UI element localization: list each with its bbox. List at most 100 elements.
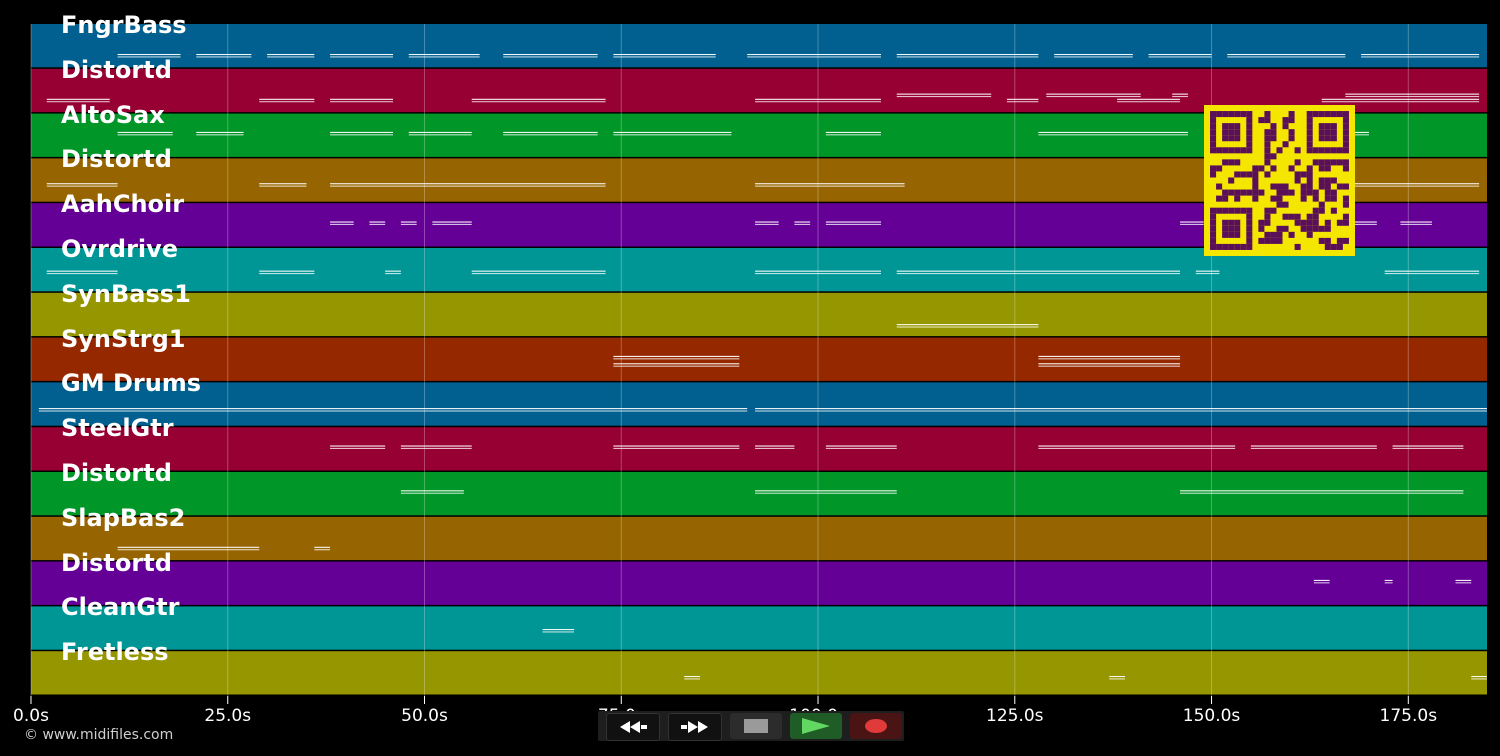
note-event xyxy=(1038,363,1181,365)
note-event xyxy=(825,445,897,447)
note-event xyxy=(1455,582,1472,584)
tick-label: 150.0s xyxy=(1182,706,1241,726)
note-event xyxy=(1321,98,1480,100)
note-event xyxy=(1038,447,1181,449)
note-event xyxy=(613,363,740,365)
note-event xyxy=(1400,221,1432,223)
track-label: SynStrg1 xyxy=(61,324,186,353)
note-event xyxy=(432,221,472,223)
note-event xyxy=(46,183,118,185)
note-event xyxy=(330,221,354,223)
note-event xyxy=(684,678,700,680)
note-event xyxy=(613,447,740,449)
note-event xyxy=(267,56,315,58)
note-event xyxy=(330,185,606,187)
play-button[interactable] xyxy=(790,713,842,739)
note-event xyxy=(1180,221,1204,223)
note-event xyxy=(1109,678,1125,680)
note-event xyxy=(46,101,110,103)
note-event xyxy=(330,447,386,449)
note-event xyxy=(471,273,606,275)
note-event xyxy=(259,273,315,275)
note-event xyxy=(46,273,118,275)
note-event xyxy=(825,447,897,449)
note-event xyxy=(896,53,1039,56)
note-event xyxy=(1148,53,1212,56)
note-event xyxy=(259,101,315,103)
record-button[interactable] xyxy=(850,713,902,739)
note-event xyxy=(755,490,897,492)
tick-label: 125.0s xyxy=(986,706,1044,726)
note-event xyxy=(314,546,331,548)
track-label: GM Drums xyxy=(61,369,202,398)
track-label: AltoSax xyxy=(61,100,165,129)
track-lane[interactable] xyxy=(31,516,1487,561)
note-event xyxy=(400,492,464,494)
note-event xyxy=(400,490,464,492)
track-lane[interactable] xyxy=(31,68,1487,113)
rewind-button[interactable] xyxy=(606,713,660,741)
track-lane[interactable] xyxy=(31,382,1487,426)
note-event xyxy=(825,223,881,225)
note-event xyxy=(1117,98,1181,100)
note-event xyxy=(896,326,1039,328)
play-icon xyxy=(802,718,830,734)
note-event xyxy=(613,131,732,133)
track-lane[interactable] xyxy=(31,292,1487,337)
note-event xyxy=(400,445,472,447)
note-event xyxy=(825,131,881,133)
note-event xyxy=(503,53,598,56)
track-label: FngrBass xyxy=(61,11,187,39)
note-event xyxy=(314,549,331,551)
note-event xyxy=(385,270,401,272)
note-event xyxy=(896,273,1181,275)
track-label: Distortd xyxy=(61,145,172,174)
track-lane[interactable] xyxy=(31,606,1487,650)
note-event xyxy=(1250,445,1377,447)
track-lane[interactable] xyxy=(31,24,1487,68)
stop-button[interactable] xyxy=(730,713,782,739)
note-event xyxy=(1384,270,1480,272)
note-event xyxy=(747,56,881,58)
note-event xyxy=(267,53,315,56)
note-event xyxy=(613,365,740,367)
note-event xyxy=(1321,185,1480,187)
note-event xyxy=(46,270,118,272)
track-label: SynBass1 xyxy=(61,279,191,308)
note-event xyxy=(1180,492,1464,494)
tick-label: 0.0s xyxy=(13,706,49,726)
note-event xyxy=(1172,93,1188,95)
track-label: Fretless xyxy=(61,638,169,667)
note-event xyxy=(755,447,795,449)
note-event xyxy=(369,223,386,225)
fast-forward-icon xyxy=(681,721,708,733)
note-event xyxy=(330,131,394,133)
note-event xyxy=(1313,582,1330,584)
track-lane[interactable] xyxy=(31,337,1487,381)
track-label: Distortd xyxy=(61,548,172,577)
fast-forward-button[interactable] xyxy=(668,713,722,741)
note-event xyxy=(1046,95,1141,98)
note-event xyxy=(755,273,881,275)
note-event xyxy=(1180,445,1236,447)
note-event xyxy=(755,183,905,185)
note-event xyxy=(330,56,394,58)
note-event xyxy=(896,270,1181,272)
track-label: Ovrdrive xyxy=(61,235,179,263)
note-event xyxy=(400,223,417,225)
note-event xyxy=(825,134,881,136)
track-lane[interactable] xyxy=(31,561,1487,605)
note-event xyxy=(755,410,1487,412)
note-event xyxy=(196,56,252,58)
note-event xyxy=(1195,270,1220,272)
note-event xyxy=(259,98,315,100)
note-event xyxy=(1471,678,1487,680)
note-event xyxy=(330,98,394,100)
note-event xyxy=(755,445,795,447)
track-lane[interactable] xyxy=(31,651,1487,695)
track-label: SlapBas2 xyxy=(61,503,186,532)
note-event xyxy=(117,131,173,133)
note-event xyxy=(613,355,740,357)
note-event xyxy=(1195,273,1220,275)
copyright-text: © www.midifiles.com xyxy=(24,727,174,743)
